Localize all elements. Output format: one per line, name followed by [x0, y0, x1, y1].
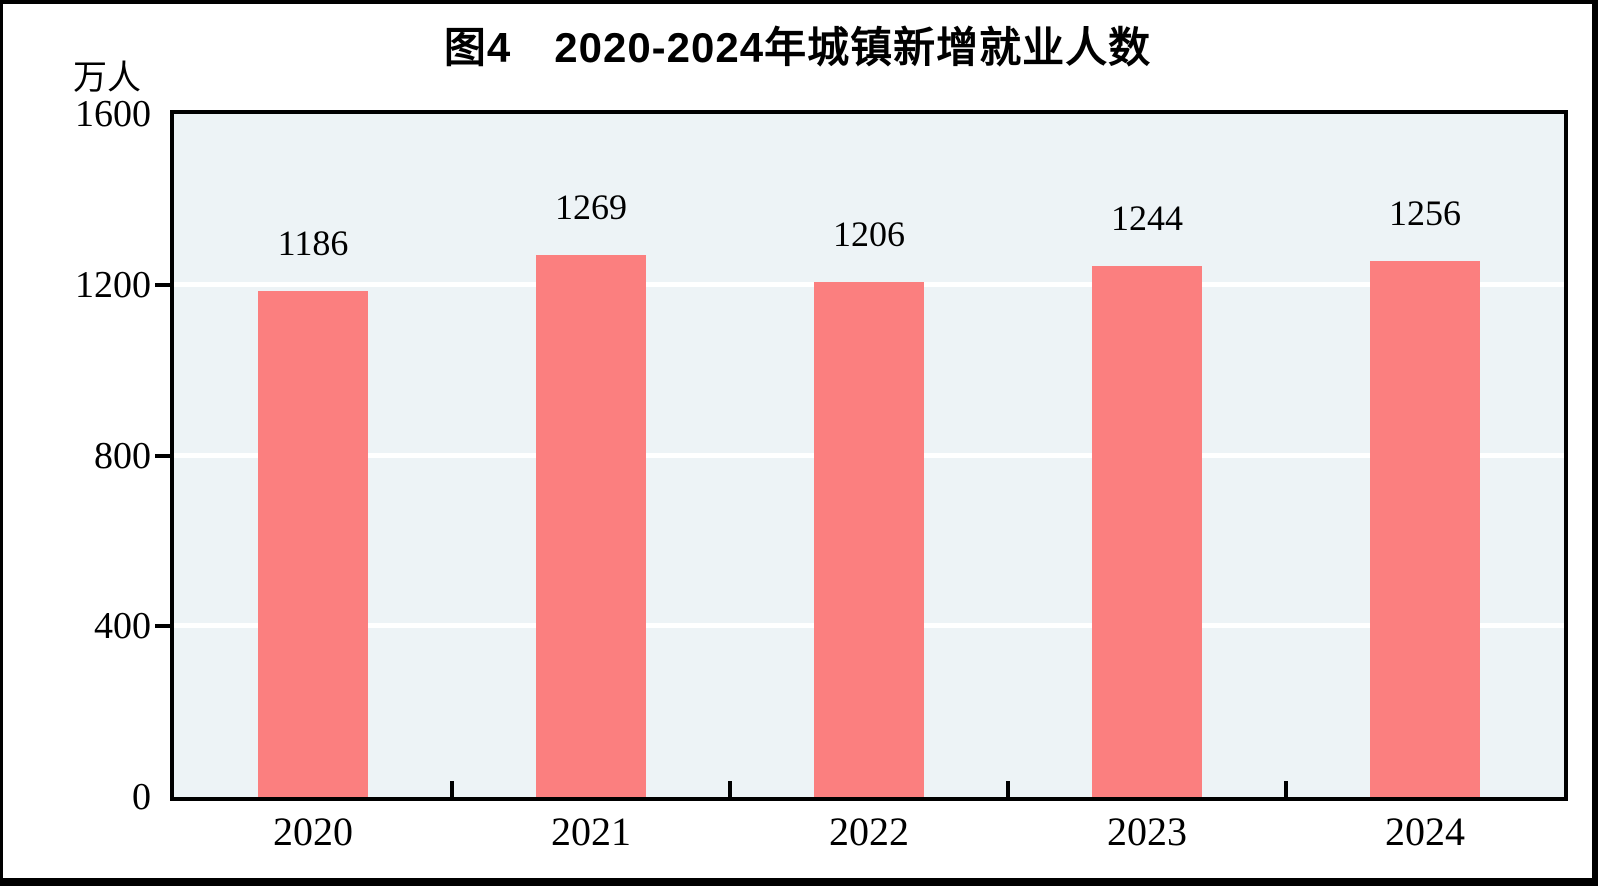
x-axis-label: 2021 [551, 809, 631, 854]
plot-area: 1186 1269 1206 1244 1256 [170, 110, 1568, 801]
bar-value-label: 1206 [833, 214, 905, 255]
y-tick-mark [155, 282, 171, 287]
bar [258, 290, 368, 797]
y-tick-mark [155, 624, 171, 629]
x-axis-label: 2020 [273, 809, 353, 854]
bar-value-label: 1256 [1389, 192, 1461, 233]
y-tick-label: 1200 [75, 263, 151, 306]
bar-value-label: 1269 [555, 187, 627, 228]
chart-title: 图4 2020-2024年城镇新增就业人数 [443, 24, 1152, 71]
x-axis-label: 2022 [829, 809, 909, 854]
y-tick-label: 800 [94, 434, 151, 477]
x-axis-label: 2023 [1107, 809, 1187, 854]
bar [1370, 260, 1480, 797]
x-axis-label: 2024 [1385, 809, 1465, 854]
bar-value-label: 1186 [277, 222, 349, 263]
bar-value-label: 1244 [1111, 197, 1183, 238]
bar [536, 255, 646, 797]
x-tick-mark [1284, 781, 1288, 797]
x-tick-mark [728, 781, 732, 797]
x-axis-labels: 2020 2021 2022 2023 2024 [174, 810, 1564, 854]
y-tick-label: 1600 [75, 93, 151, 135]
y-tick-mark [155, 453, 171, 458]
y-tick-label: 0 [132, 776, 151, 818]
y-axis-unit-label: 万人 [73, 60, 141, 97]
bar [814, 282, 924, 797]
bar [1092, 265, 1202, 797]
x-tick-mark [450, 781, 454, 797]
x-tick-mark [1006, 781, 1010, 797]
y-tick-label: 400 [94, 605, 151, 648]
